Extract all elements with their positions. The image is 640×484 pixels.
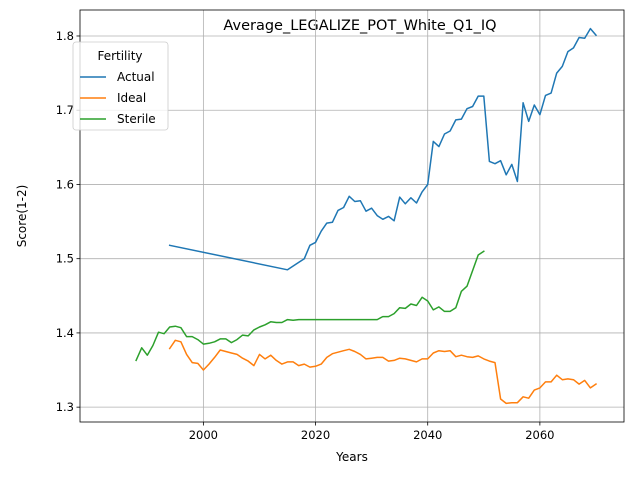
x-tick-label: 2000 xyxy=(189,428,218,442)
plot-frame xyxy=(79,9,625,423)
legend-label-ideal: Ideal xyxy=(117,91,146,105)
series-lines xyxy=(135,27,598,405)
legend-title: Fertility xyxy=(97,49,142,63)
y-tick-label: 1.4 xyxy=(56,326,74,340)
y-tick-label: 1.7 xyxy=(56,103,74,117)
x-axis-label: Years xyxy=(335,450,368,464)
legend-items: Actual Ideal Sterile xyxy=(80,70,156,126)
legend-box xyxy=(72,41,169,131)
x-tick-label: 2040 xyxy=(413,428,442,442)
y-tick-label: 1.3 xyxy=(56,400,74,414)
axes: 2000 2020 2040 2060 1.3 1.4 1.5 1.6 1.7 1.8 xyxy=(56,29,555,442)
y-tick-label: 1.8 xyxy=(56,29,74,43)
x-tick-label: 2020 xyxy=(301,428,330,442)
y-axis-label: Score(1-2) xyxy=(15,185,29,248)
x-tick-label: 2060 xyxy=(525,428,554,442)
legend-label-sterile: Sterile xyxy=(117,112,156,126)
y-tick-label: 1.5 xyxy=(56,252,74,266)
chart-title: Average_LEGALIZE_POT_White_Q1_IQ xyxy=(223,18,496,34)
legend: Fertility Actual Ideal Sterile xyxy=(72,41,169,131)
grid xyxy=(80,10,624,422)
series-line-actual xyxy=(168,27,598,271)
series-line-sterile xyxy=(135,250,485,362)
y-tick-label: 1.6 xyxy=(56,177,74,191)
series-line-ideal xyxy=(168,339,598,405)
legend-label-actual: Actual xyxy=(117,70,155,84)
